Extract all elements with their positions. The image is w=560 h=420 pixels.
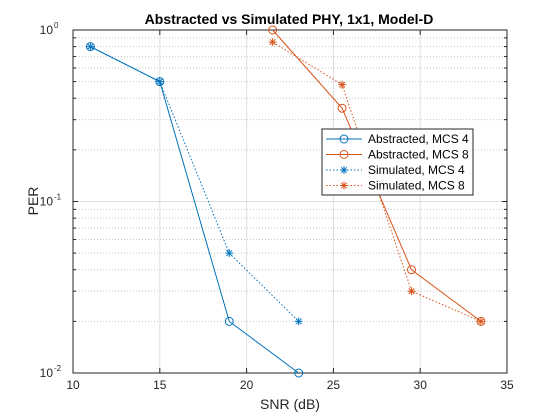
x-axis-label: SNR (dB) [260,396,320,412]
star-marker [476,317,485,326]
grid [73,30,507,373]
x-tick-label: 30 [414,378,428,392]
legend-marker [339,150,349,159]
y-tick-label: 10 [40,23,54,37]
legend-marker [340,166,348,174]
x-tick-label: 35 [500,378,514,392]
x-tick-label: 15 [153,378,167,392]
circle-marker [294,368,304,378]
y-tick-label: 10 [40,366,54,380]
star-marker [155,77,164,86]
y-axis-label: PER [25,187,41,216]
y-tick-label: 10 [40,195,54,209]
legend-entry: Abstracted, MCS 4 [326,132,469,146]
legend-label: Simulated, MCS 8 [368,179,465,193]
x-tick-label: 20 [240,378,254,392]
star-marker [86,42,95,51]
legend-entry: Simulated, MCS 4 [326,163,465,177]
circle-marker [224,316,234,326]
legend-marker [339,134,349,144]
star-marker [407,287,416,296]
x-tick-label: 25 [327,378,341,392]
star-marker [225,249,234,258]
circle-marker [268,25,278,35]
chart-title: Abstracted vs Simulated PHY, 1x1, Model-… [145,11,434,27]
legend-label: Simulated, MCS 4 [368,163,465,177]
y-tick-exponent: -2 [54,364,62,373]
circle-marker [407,265,417,275]
star-marker [338,80,347,89]
y-tick-exponent: -1 [54,193,62,202]
y-tick-exponent: 0 [54,21,59,30]
series-3 [86,42,303,326]
circle-marker [337,103,347,113]
star-marker [294,317,303,326]
x-tick-label: 10 [66,378,80,392]
legend-marker [340,181,348,190]
legend-entry: Simulated, MCS 8 [326,179,465,193]
star-marker [268,38,277,47]
legend-label: Abstracted, MCS 4 [368,132,469,146]
legend-label: Abstracted, MCS 8 [368,148,469,162]
series-line [90,46,300,322]
legend-entry: Abstracted, MCS 8 [326,148,469,162]
legend-box [321,128,474,196]
